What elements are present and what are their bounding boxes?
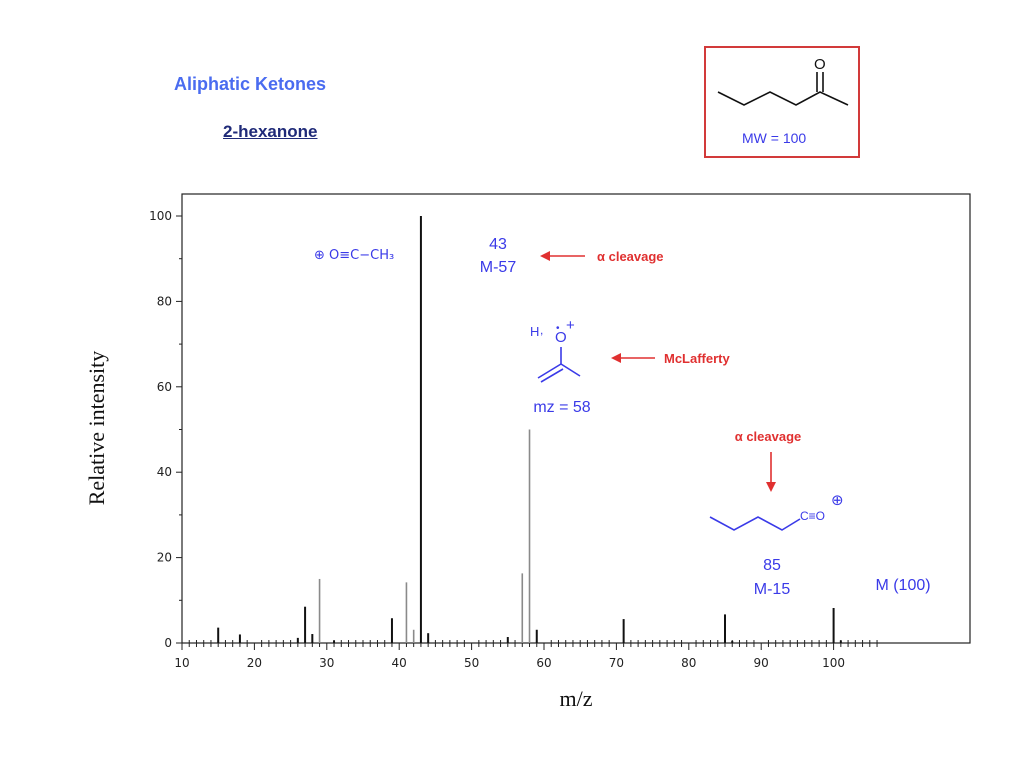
y-tick-label: 0 [164,636,172,650]
x-tick-label: 90 [754,656,769,670]
pentanoyl-ion-structure-icon: C≡O ⊕ [709,492,844,531]
peak-85-loss-label: M-15 [754,581,791,598]
hexanone-structure-icon: O [717,56,849,106]
x-tick-label: 40 [392,656,407,670]
x-tick-label: 50 [464,656,479,670]
y-tick-label: 40 [157,465,172,479]
svg-text:+: + [566,317,575,334]
svg-text:•: • [556,323,560,334]
x-tick-label: 20 [247,656,262,670]
alpha-cleavage-label-2: α cleavage [735,429,802,444]
x-axis: 10 20 30 40 50 60 70 80 90 100 [174,656,845,670]
x-tick-label: 10 [174,656,189,670]
alpha-cleavage-arrow-2 [766,452,776,492]
peak-43-loss-label: M-57 [480,259,517,276]
svg-text:,: , [540,323,543,337]
svg-text:O: O [814,56,826,73]
x-tick-label: 80 [681,656,696,670]
molecular-weight-label: MW = 100 [742,130,807,146]
svg-text:O: O [555,329,567,346]
y-axis-label: Relative intensity [84,351,109,506]
alpha-cleavage-label-1: α cleavage [597,249,664,264]
x-tick-label: 70 [609,656,624,670]
svg-text:C≡O: C≡O [800,509,825,523]
svg-text:H: H [530,324,539,339]
structure-box: O MW = 100 [704,46,860,158]
y-axis: 0 20 40 60 80 100 [149,209,182,650]
x-tick-label: 30 [319,656,334,670]
spectrum-peaks [217,216,842,643]
compound-name: 2-hexanone [223,122,318,141]
mclafferty-label: McLafferty [664,351,731,366]
mclafferty-mz-label: mz = 58 [533,399,590,416]
molecular-ion-label: M (100) [875,577,930,594]
y-tick-label: 100 [149,209,172,223]
alpha-cleavage-arrow-1 [540,251,585,261]
y-tick-label: 20 [157,551,172,565]
mclafferty-ion-structure-icon: H , O + • [530,317,581,383]
plot-frame [181,193,971,644]
x-tick-label: 60 [536,656,551,670]
y-tick-label: 80 [157,294,172,308]
x-axis-label: m/z [560,686,593,711]
peak-85-label: 85 [763,557,781,574]
x-tick-label: 100 [822,656,845,670]
svg-text:⊕: ⊕ [831,492,844,509]
acylium-ion-label: ⊕ O≡C−CH₃ [314,248,394,263]
mclafferty-arrow [611,353,655,363]
peak-43-label: 43 [489,236,507,253]
page-title: Aliphatic Ketones [174,74,327,94]
y-tick-label: 60 [157,380,172,394]
